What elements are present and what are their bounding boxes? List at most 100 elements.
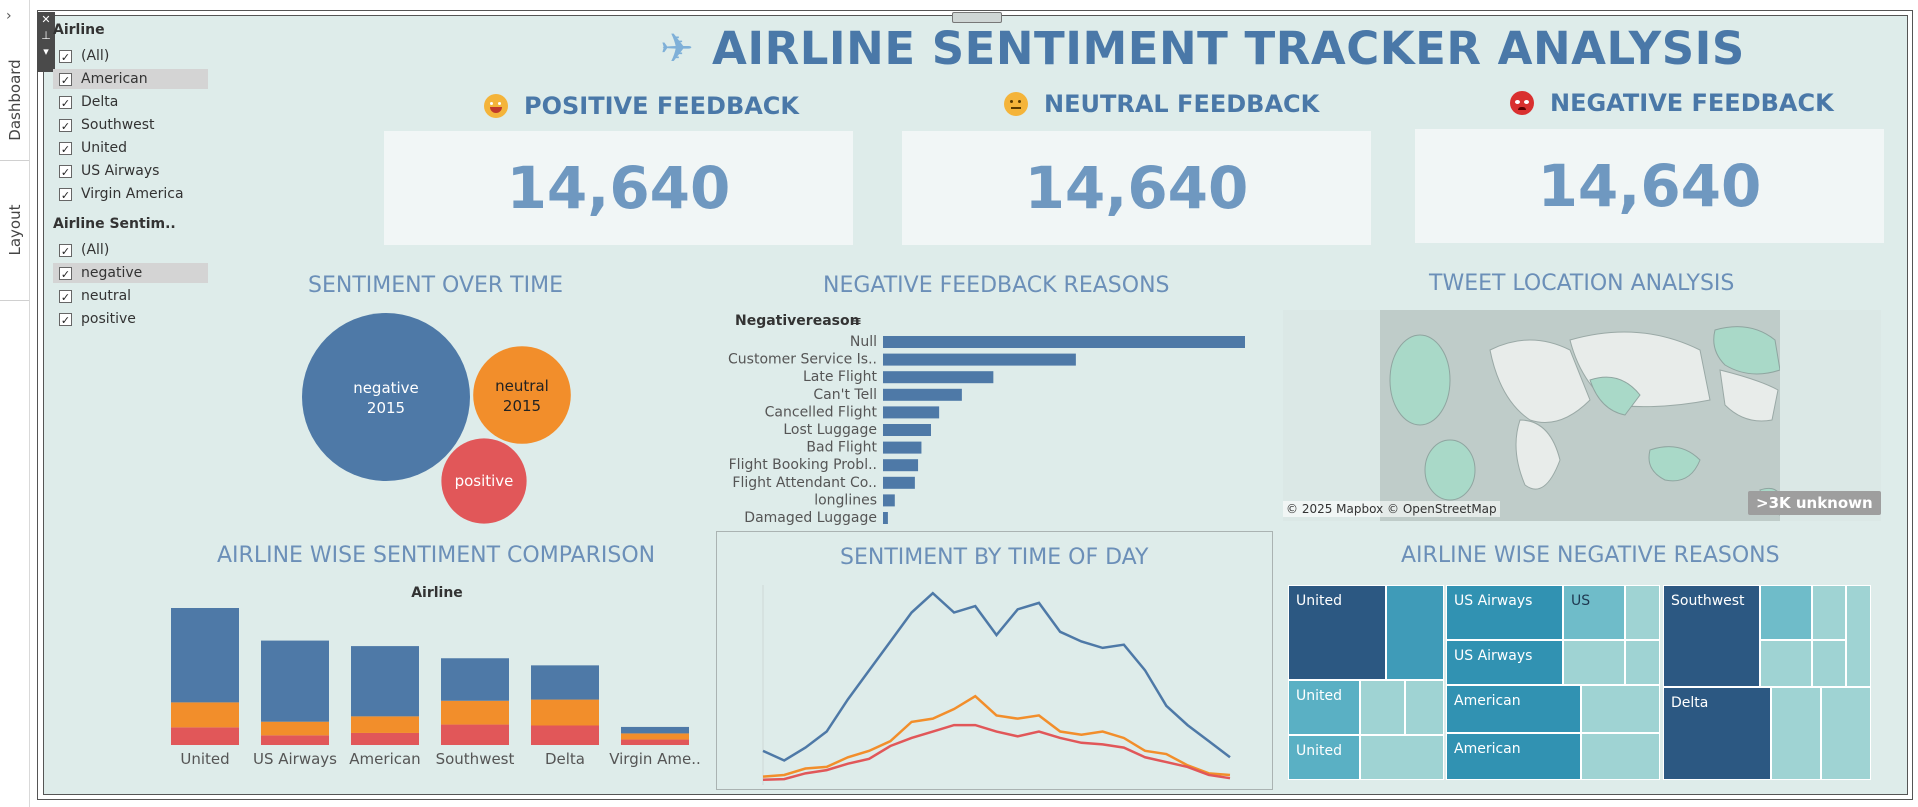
stacked-bar-segment-positive[interactable] (351, 732, 419, 745)
treemap-cell[interactable] (1771, 687, 1821, 780)
treemap-cell[interactable]: Southwest (1663, 585, 1760, 687)
treemap-cell[interactable] (1625, 640, 1660, 685)
airline-filter-item[interactable]: ✓ Southwest (53, 115, 208, 135)
bubble-negative[interactable] (302, 313, 470, 481)
stacked-bar-segment-positive[interactable] (621, 739, 689, 745)
airline-filter-item[interactable]: ✓ (All) (53, 46, 208, 66)
treemap-cell[interactable]: American (1446, 733, 1581, 780)
stacked-bar-segment-neutral[interactable] (441, 700, 509, 725)
checkbox[interactable]: ✓ (59, 266, 72, 281)
series-line-neutral[interactable] (762, 694, 1231, 778)
reason-bar[interactable] (883, 459, 919, 472)
sentiment-filter-item[interactable]: ✓ negative (53, 263, 208, 283)
treemap-cell[interactable] (1760, 585, 1812, 640)
pin-icon[interactable]: ⊥ (41, 29, 51, 42)
checkbox[interactable]: ✓ (59, 243, 72, 258)
treemap-cell[interactable] (1563, 640, 1625, 685)
stacked-bar-segment-positive[interactable] (171, 727, 239, 745)
bubble-label: positive (455, 472, 514, 490)
dropdown-icon[interactable]: ▾ (43, 45, 49, 58)
checkbox[interactable]: ✓ (59, 118, 72, 133)
bubble-label: neutral (495, 377, 549, 395)
treemap-cell[interactable]: United (1288, 680, 1360, 735)
treemap-cell[interactable] (1760, 640, 1812, 687)
sentiment-filter-item[interactable]: ✓ positive (53, 309, 208, 329)
reasons-header[interactable]: Negativereason (735, 313, 860, 329)
bubble-positive[interactable] (441, 438, 527, 524)
reason-bar[interactable] (883, 371, 994, 384)
sort-icon[interactable]: ≡ (851, 314, 862, 329)
stacked-bar-segment-neutral[interactable] (261, 721, 329, 736)
stacked-bar-segment-neutral[interactable] (351, 716, 419, 733)
checkbox[interactable]: ✓ (59, 164, 72, 179)
reason-bar[interactable] (883, 476, 915, 489)
bubble-neutral[interactable] (473, 346, 571, 444)
stacked-bar-segment-negative[interactable] (531, 665, 599, 700)
checkbox[interactable]: ✓ (59, 72, 72, 87)
reason-bar[interactable] (883, 336, 1245, 348)
stacked-bar-segment-negative[interactable] (621, 726, 689, 734)
treemap-cell-label: American (1454, 693, 1521, 709)
tab-layout[interactable]: Layout (0, 160, 29, 301)
stacked-bar-segment-negative[interactable] (351, 646, 419, 717)
treemap-cell[interactable]: US (1563, 585, 1625, 640)
series-line-negative[interactable] (762, 591, 1231, 762)
treemap-cell[interactable] (1625, 585, 1660, 640)
checkbox[interactable]: ✓ (59, 312, 72, 327)
map-attribution[interactable]: © 2025 Mapbox © OpenStreetMap (1283, 501, 1500, 517)
reason-bar[interactable] (883, 424, 931, 436)
airline-filter-item[interactable]: ✓ US Airways (53, 161, 208, 181)
stacked-bar-segment-positive[interactable] (531, 725, 599, 745)
treemap-cell[interactable]: Delta (1663, 687, 1771, 780)
reason-bar[interactable] (883, 388, 962, 401)
airline-filter-item[interactable]: ✓ American (53, 69, 208, 89)
treemap-cell[interactable] (1581, 685, 1660, 733)
treemap-cell[interactable]: American (1446, 685, 1581, 733)
drag-handle[interactable] (952, 12, 1002, 23)
treemap-cell[interactable] (1581, 733, 1660, 780)
reason-bar[interactable] (883, 441, 922, 454)
reason-bar[interactable] (883, 406, 940, 419)
stacked-bar-segment-negative[interactable] (261, 640, 329, 722)
expand-arrow-icon[interactable]: › (6, 8, 12, 24)
reason-bar[interactable] (883, 512, 888, 524)
checkbox[interactable]: ✓ (59, 187, 72, 202)
tab-dashboard[interactable]: Dashboard (0, 40, 29, 161)
stacked-bar-segment-neutral[interactable] (531, 699, 599, 726)
stacked-bar-segment-positive[interactable] (261, 735, 329, 745)
tweet-location-map[interactable] (1380, 310, 1780, 521)
reason-bar[interactable] (883, 353, 1076, 366)
treemap-cell[interactable]: United (1288, 735, 1360, 780)
airline-filter-item[interactable]: ✓ Delta (53, 92, 208, 112)
sentiment-filter-item[interactable]: ✓ neutral (53, 286, 208, 306)
treemap-cell[interactable] (1846, 585, 1871, 687)
checkbox[interactable]: ✓ (59, 289, 72, 304)
checkbox[interactable]: ✓ (59, 95, 72, 110)
reason-bar[interactable] (883, 494, 895, 507)
stacked-bar-segment-neutral[interactable] (171, 702, 239, 728)
stacked-bar-segment-negative[interactable] (441, 658, 509, 701)
stacked-bar-segment-positive[interactable] (441, 724, 509, 745)
checkbox[interactable]: ✓ (59, 141, 72, 156)
treemap-cell[interactable] (1812, 585, 1846, 640)
treemap-cell[interactable]: United (1288, 585, 1386, 680)
airline-filter-item[interactable]: ✓ United (53, 138, 208, 158)
treemap-cell[interactable] (1405, 680, 1444, 735)
close-icon[interactable]: ✕ (41, 13, 51, 26)
treemap-cell[interactable] (1360, 680, 1405, 735)
treemap-cell[interactable] (1821, 687, 1871, 780)
checkbox[interactable]: ✓ (59, 49, 72, 64)
treemap-cell[interactable]: US Airways (1446, 585, 1563, 640)
treemap-cell[interactable] (1386, 585, 1444, 680)
treemap-cell[interactable] (1812, 640, 1846, 687)
sentiment-filter-item[interactable]: ✓ (All) (53, 240, 208, 260)
airline-tick-label: United (180, 750, 229, 768)
reason-label: Flight Booking Probl.. (729, 457, 877, 473)
series-line-positive[interactable] (762, 723, 1231, 782)
treemap-cell[interactable] (1360, 735, 1444, 780)
unknown-locations-badge[interactable]: >3K unknown (1748, 491, 1881, 515)
stacked-bar-segment-neutral[interactable] (621, 733, 689, 740)
treemap-cell[interactable]: US Airways (1446, 640, 1563, 685)
airline-filter-item[interactable]: ✓ Virgin America (53, 184, 208, 204)
stacked-bar-segment-negative[interactable] (171, 608, 239, 703)
